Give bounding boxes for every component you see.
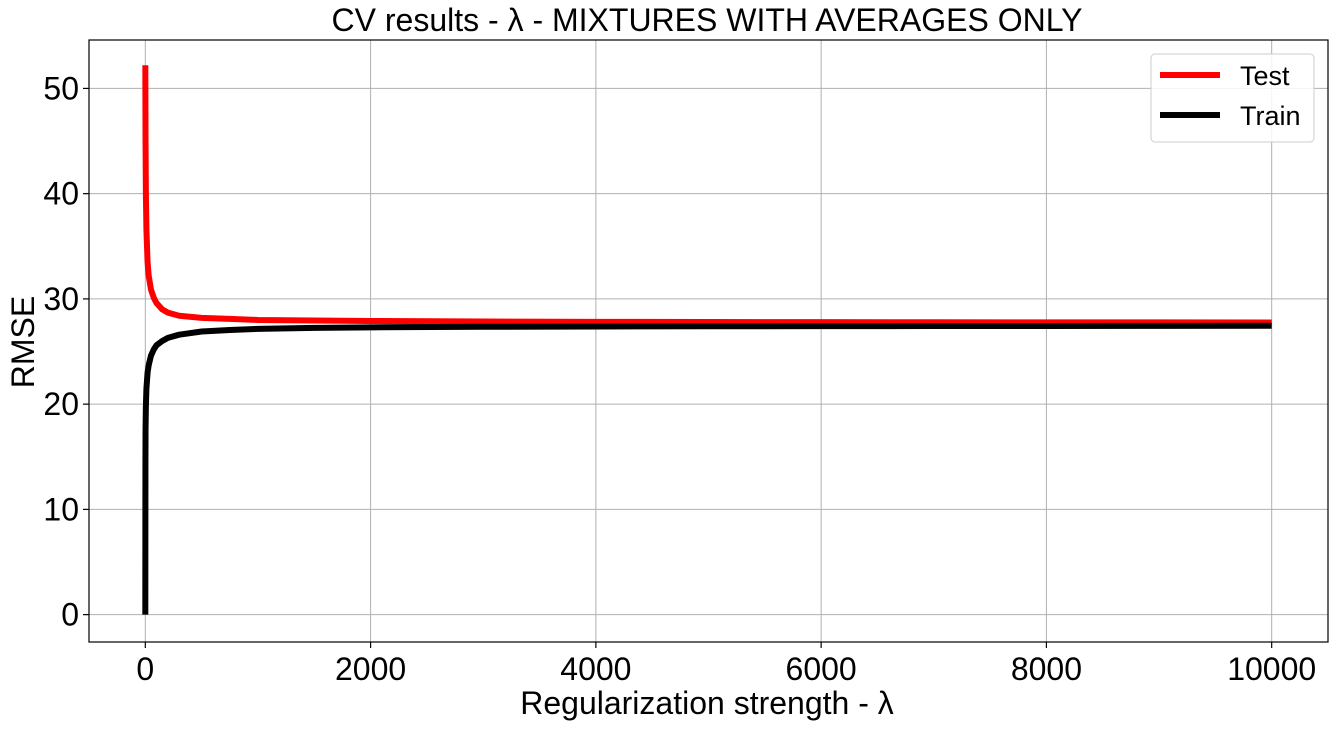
x-tick-label: 6000: [786, 651, 857, 687]
legend-label-test: Test: [1240, 61, 1290, 91]
series-line-train: [142, 322, 1272, 615]
x-tick-label: 0: [136, 651, 154, 687]
x-axis-label: Regularization strength - λ: [520, 685, 894, 721]
x-tick-label: 10000: [1227, 651, 1316, 687]
series-line-test: [142, 65, 1272, 326]
series-lines: [142, 65, 1272, 615]
x-tick-label: 2000: [335, 651, 406, 687]
plot-frame: [88, 39, 1329, 643]
y-tick-label: 10: [43, 491, 79, 527]
y-tick-label: 20: [43, 386, 79, 422]
axis-ticks: 0 2000 4000 6000 8000 10000 0 10 20 30 40 50: [43, 70, 1316, 687]
y-tick-label: 0: [61, 597, 79, 633]
y-tick-label: 30: [43, 281, 79, 317]
legend-label-train: Train: [1240, 101, 1301, 131]
y-axis-label: RMSE: [5, 296, 41, 388]
legend: Test Train: [1150, 53, 1315, 143]
x-tick-label: 8000: [1011, 651, 1082, 687]
grid-lines: [89, 40, 1328, 642]
chart-title: CV results - λ - MIXTURES WITH AVERAGES …: [332, 2, 1083, 38]
y-tick-label: 50: [43, 70, 79, 106]
x-tick-label: 4000: [560, 651, 631, 687]
y-tick-label: 40: [43, 176, 79, 212]
